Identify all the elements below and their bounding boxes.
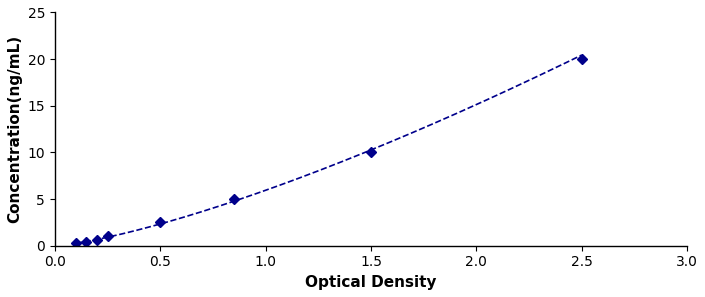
X-axis label: Optical Density: Optical Density [305,275,436,290]
Y-axis label: Concentration(ng/mL): Concentration(ng/mL) [7,35,22,223]
